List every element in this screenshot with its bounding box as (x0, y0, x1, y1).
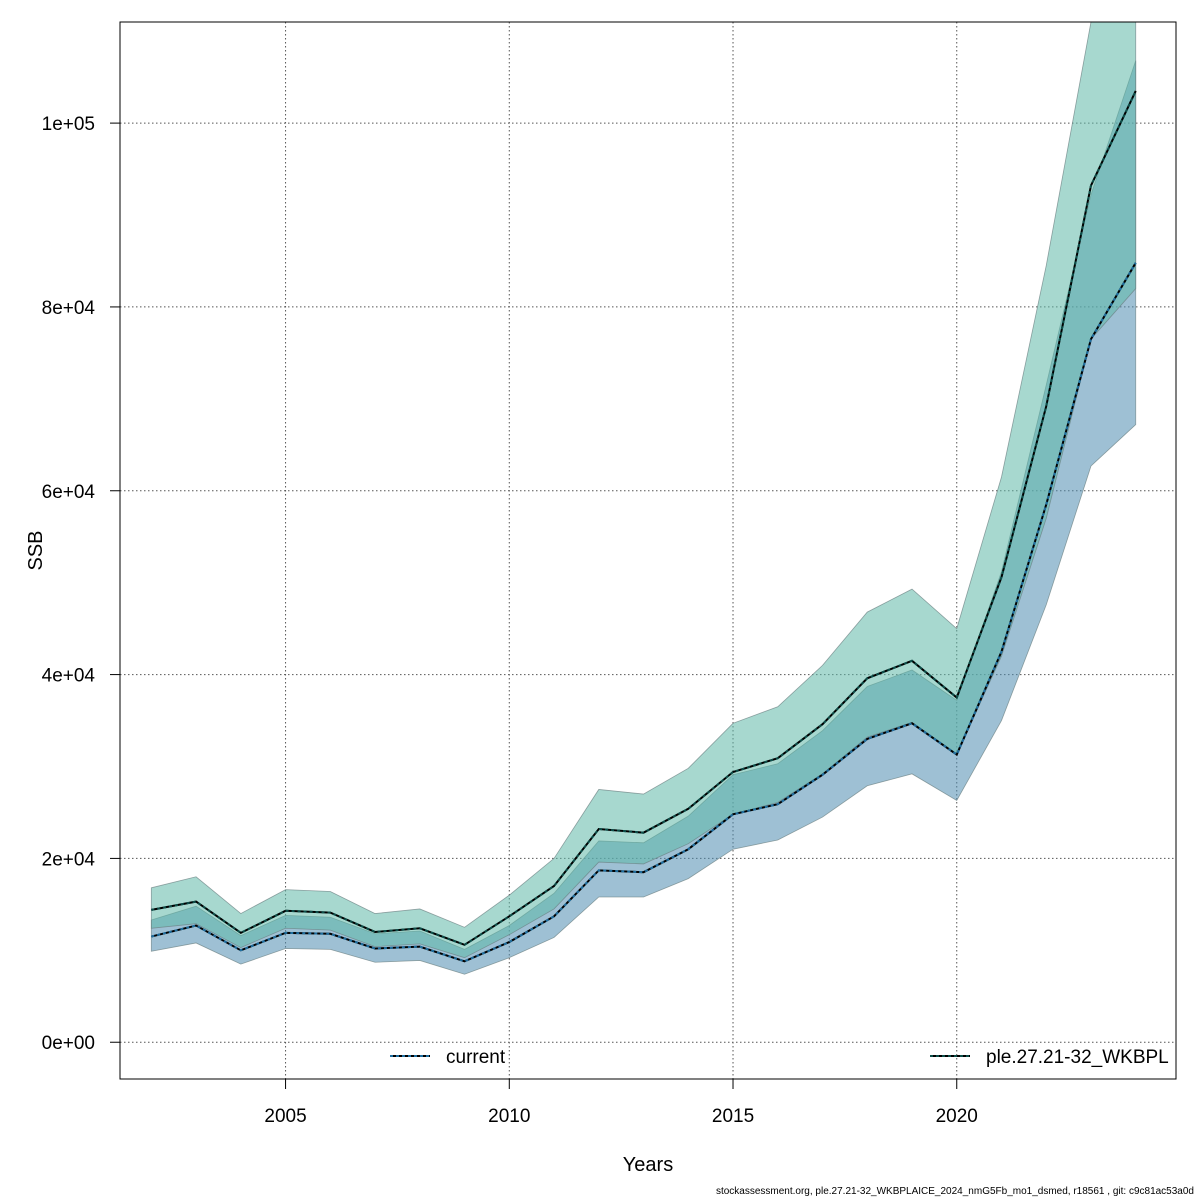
confidence-bands (150, 22, 1137, 975)
y-tick-label-1: 2e+04 (42, 849, 96, 870)
legend-label-current: current (446, 1047, 506, 1068)
line-current (151, 262, 1137, 963)
series-lines (151, 90, 1137, 963)
legend-label-assessment: ple.27.21-32_WKBPL (986, 1047, 1169, 1068)
x-axis-title: Years (623, 1154, 673, 1176)
y-tick-label-3: 6e+04 (42, 482, 96, 503)
y-tick-label-5: 1e+05 (42, 114, 95, 135)
plot-frame (119, 21, 1177, 1080)
x-axis: 2005 2010 2015 2020 (264, 1079, 978, 1127)
line-assessment (151, 90, 1137, 946)
x-tick-label-3: 2020 (936, 1106, 978, 1127)
x-tick-label-1: 2010 (488, 1106, 530, 1127)
y-axis-title: SSB (25, 530, 47, 570)
y-tick-label-4: 8e+04 (42, 298, 96, 319)
legend: current ple.27.21-32_WKBPL (390, 1047, 1169, 1068)
band-assessment (150, 22, 1137, 959)
y-tick-label-0: 0e+00 (42, 1033, 95, 1054)
x-tick-label-0: 2005 (264, 1106, 306, 1127)
footer-credit: stockassessment.org, ple.27.21-32_WKBPLA… (715, 1186, 1194, 1197)
x-tick-label-2: 2015 (712, 1106, 754, 1127)
y-tick-label-2: 4e+04 (42, 666, 96, 687)
y-axis: 0e+00 2e+04 4e+04 6e+04 8e+04 1e+05 (42, 114, 120, 1054)
